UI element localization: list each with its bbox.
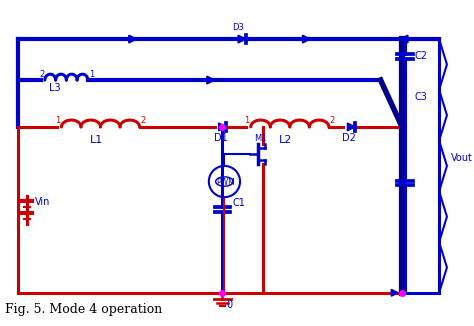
Text: D1: D1 (214, 133, 228, 142)
Text: Vin: Vin (35, 197, 51, 207)
Text: L2: L2 (279, 135, 292, 144)
Text: 0: 0 (227, 300, 233, 310)
Polygon shape (392, 289, 398, 296)
Text: 2: 2 (330, 116, 335, 125)
Text: C2: C2 (415, 51, 428, 61)
Text: L1: L1 (90, 135, 103, 144)
Polygon shape (207, 76, 215, 84)
Polygon shape (219, 123, 227, 131)
Text: C1: C1 (232, 198, 245, 208)
Polygon shape (129, 35, 137, 43)
Text: Vout: Vout (451, 153, 473, 163)
Polygon shape (302, 35, 310, 43)
Text: Fig. 5. Mode 4 operation: Fig. 5. Mode 4 operation (5, 303, 162, 316)
Text: 1: 1 (244, 116, 249, 125)
Text: D3: D3 (232, 23, 244, 32)
Polygon shape (347, 123, 355, 131)
Text: M1: M1 (254, 134, 266, 142)
Polygon shape (238, 35, 246, 43)
Text: D2: D2 (342, 133, 356, 142)
Polygon shape (400, 35, 408, 43)
Text: 1: 1 (55, 116, 60, 125)
Text: 2: 2 (39, 70, 44, 79)
Text: 2: 2 (140, 116, 146, 125)
Text: 1: 1 (89, 70, 94, 79)
Text: C3: C3 (415, 92, 428, 102)
Text: L3: L3 (49, 83, 60, 93)
Text: PWM: PWM (217, 178, 236, 187)
